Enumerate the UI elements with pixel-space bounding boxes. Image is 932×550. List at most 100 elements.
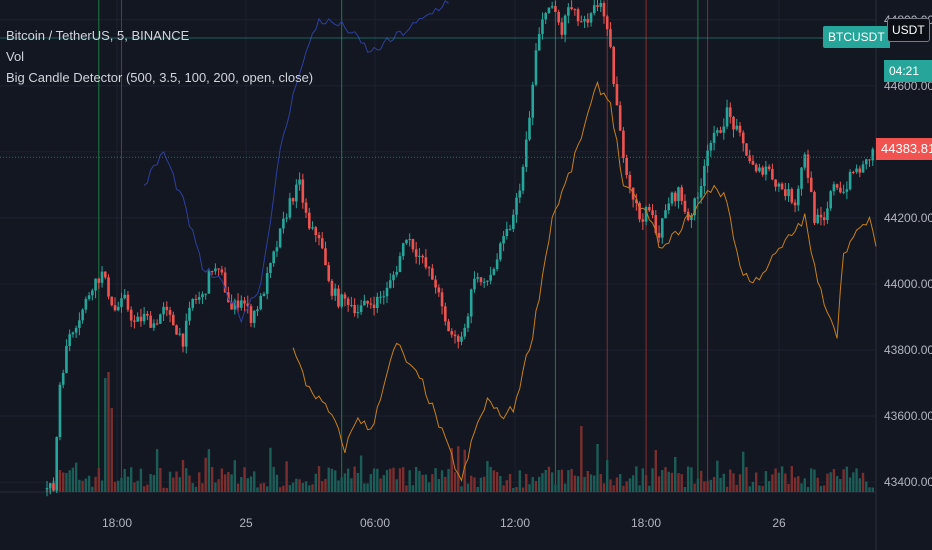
candle-body [486, 280, 489, 282]
candle-body [456, 336, 460, 342]
volume-bar [852, 472, 855, 492]
volume-bar [162, 487, 165, 492]
symbol-tag[interactable]: BTCUSDT [823, 26, 890, 48]
candle-body [528, 117, 531, 140]
candle-body [822, 217, 826, 221]
candle-body [499, 243, 502, 260]
volume-bar [638, 485, 641, 492]
y-tick-label: 44600.00 [884, 79, 932, 93]
volume-bar [272, 466, 275, 492]
volume-bar [670, 472, 674, 492]
candle-body [855, 168, 858, 172]
candle-body [450, 331, 454, 335]
x-tick-label: 06:00 [360, 516, 390, 530]
volume-bar [784, 473, 787, 492]
candle-body [703, 165, 706, 187]
volume-bar [91, 486, 94, 492]
candle-body [363, 300, 366, 306]
volume-bar [113, 481, 117, 492]
volume-bar [178, 477, 181, 492]
volume-bar [826, 473, 829, 492]
candle-body [651, 210, 654, 216]
volume-bar [220, 468, 224, 492]
volume-bar [476, 487, 479, 492]
candle-body [356, 312, 360, 314]
candle-body [835, 184, 839, 188]
volume-bar [343, 473, 347, 492]
candle-body [848, 171, 852, 190]
candle-body [774, 179, 777, 187]
x-tick-label: 26 [772, 516, 786, 530]
candle-body [100, 271, 104, 283]
currency-tag[interactable]: USDT [887, 18, 930, 42]
candle-body [793, 202, 797, 206]
volume-bar [754, 472, 758, 492]
volume-bar [175, 471, 178, 492]
candle-body [146, 313, 149, 316]
candle-body [392, 274, 395, 281]
volume-bar [58, 470, 62, 492]
volume-bar [278, 487, 282, 492]
volume-bar [301, 482, 305, 492]
volume-bar [369, 474, 373, 492]
candle-body [58, 384, 62, 438]
candle-body [771, 168, 774, 180]
volume-bar [848, 477, 852, 492]
volume-bar [402, 467, 405, 492]
candle-body [168, 310, 172, 315]
volume-bar [651, 468, 654, 492]
volume-bar [84, 478, 88, 492]
volume-bar [382, 475, 385, 492]
volume-bar [94, 476, 97, 492]
indicator-label: Big Candle Detector (500, 3.5, 100, 200,… [6, 70, 314, 85]
candle-body [829, 191, 832, 209]
y-tick-label: 44200.00 [884, 211, 932, 225]
candle-body [612, 46, 615, 85]
volume-bar [628, 478, 632, 492]
volume-bar [327, 467, 330, 492]
candle-body [243, 300, 246, 304]
volume-bar [508, 473, 512, 492]
volume-bar [751, 481, 755, 492]
volume-bar [359, 455, 363, 492]
volume-bar [392, 467, 395, 492]
candle-body [330, 280, 334, 296]
candle-body [599, 3, 603, 7]
x-tick-label: 12:00 [500, 516, 530, 530]
volume-bar [230, 474, 233, 492]
candle-body [359, 305, 363, 313]
volume-bar [835, 475, 839, 492]
candle-body [437, 287, 441, 293]
volume-bar [767, 481, 771, 492]
candle-body [87, 295, 91, 299]
candle-body [136, 316, 139, 322]
candle-body [576, 9, 580, 22]
candle-body [868, 159, 871, 161]
candle-body [55, 437, 59, 491]
candle-body [91, 290, 94, 296]
candle-body [103, 271, 107, 278]
volume-bar [570, 468, 573, 492]
volume-bar [654, 450, 657, 492]
candle-body [120, 298, 123, 307]
candle-body [84, 298, 88, 310]
volume-bar [703, 481, 706, 492]
candle-body [761, 167, 764, 175]
candle-body [796, 188, 800, 206]
candle-body [123, 294, 127, 299]
candle-body [754, 164, 758, 172]
volume-bar [285, 461, 288, 492]
candle-body [191, 298, 195, 308]
volume-bar [544, 469, 547, 492]
volume-bar [288, 485, 292, 492]
candle-body [489, 274, 492, 281]
candle-body [107, 277, 110, 297]
volume-bar [674, 456, 677, 492]
volume-bar [440, 470, 444, 492]
volume-bar [427, 482, 431, 492]
volume-bar [735, 484, 738, 492]
candle-body [463, 327, 467, 337]
volume-bar [596, 444, 599, 492]
candle-body [544, 12, 547, 20]
